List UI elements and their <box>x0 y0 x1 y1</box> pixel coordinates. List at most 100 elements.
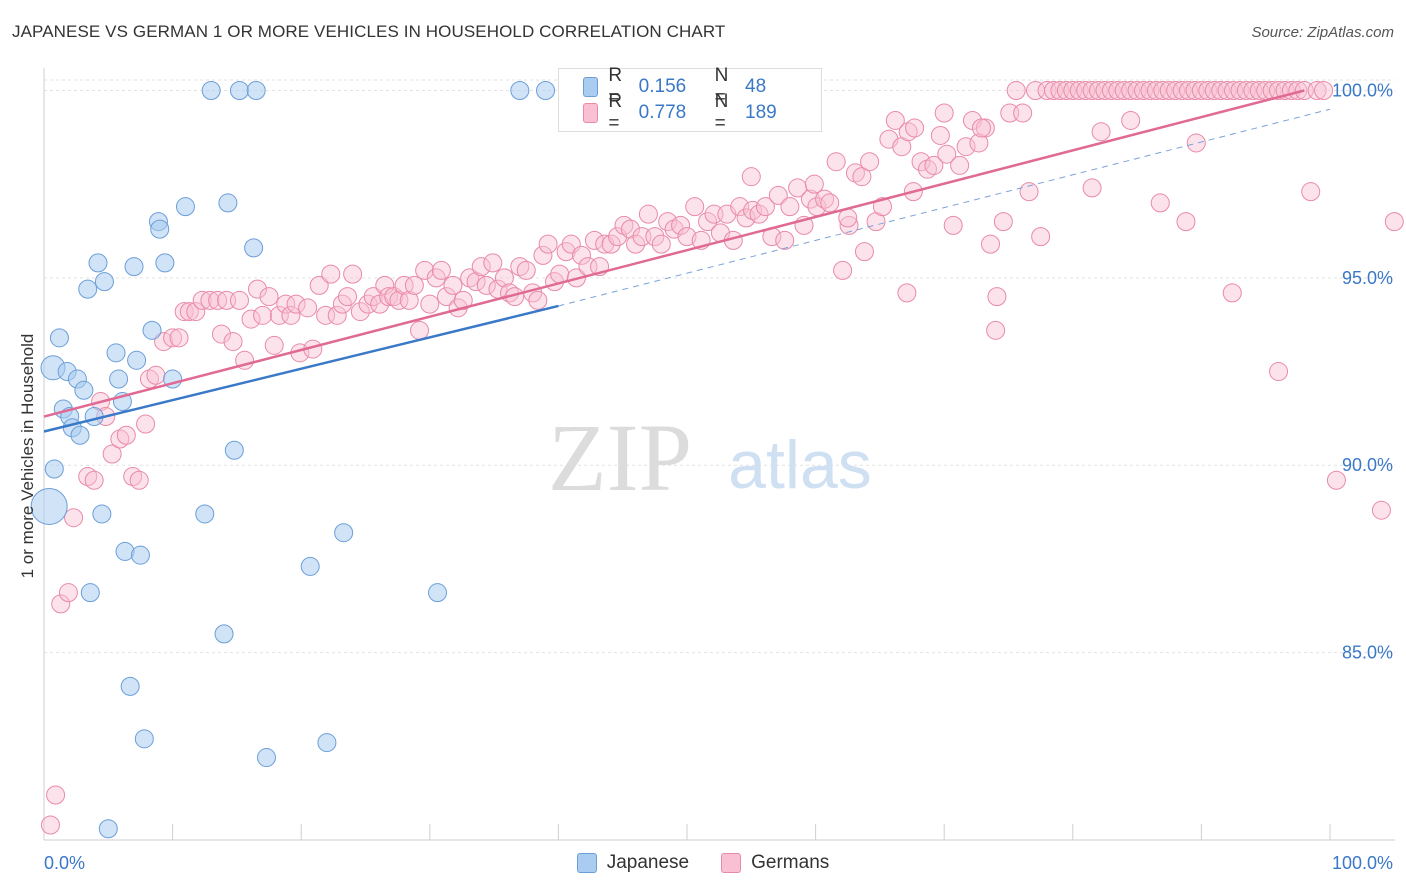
point-germans <box>186 302 206 322</box>
point-japanese <box>30 487 68 525</box>
point-germans <box>854 242 874 262</box>
legend-r-label: R = <box>608 91 623 134</box>
point-japanese <box>175 197 195 217</box>
point-germans <box>337 287 357 307</box>
point-germans <box>1288 80 1308 100</box>
source-label: Source: ZipAtlas.com <box>1251 24 1394 41</box>
trend-lines <box>43 89 1331 433</box>
point-germans <box>839 215 859 235</box>
chart-title: JAPANESE VS GERMAN 1 OR MORE VEHICLES IN… <box>12 22 726 41</box>
point-germans <box>937 144 957 164</box>
point-japanese <box>80 583 100 603</box>
point-japanese <box>317 733 337 753</box>
x-tick-label: 100.0% <box>1332 853 1393 873</box>
point-germans <box>651 234 671 254</box>
point-germans <box>671 215 691 235</box>
point-japanese <box>109 369 129 389</box>
bottom-legend-swatch-germans <box>721 853 742 873</box>
point-germans <box>638 204 658 224</box>
point-germans <box>102 444 122 464</box>
point-japanese <box>130 545 150 565</box>
point-germans <box>174 302 194 322</box>
point-germans <box>743 200 763 220</box>
point-germans <box>677 227 697 247</box>
point-germans <box>775 230 795 250</box>
point-germans <box>286 294 306 314</box>
y-tick-label: 95.0% <box>1342 268 1393 288</box>
point-germans <box>1150 193 1170 213</box>
point-germans <box>516 260 536 280</box>
point-germans <box>309 275 329 295</box>
point-japanese <box>256 748 276 768</box>
legend-n-label: N = <box>714 91 729 134</box>
point-germans <box>730 197 750 217</box>
point-germans <box>363 287 383 307</box>
point-germans <box>350 302 370 322</box>
point-germans <box>971 118 991 138</box>
point-germans <box>253 305 273 325</box>
point-japanese <box>78 279 98 299</box>
point-japanese <box>428 583 448 603</box>
point-germans <box>241 309 261 329</box>
point-germans <box>476 275 496 295</box>
point-japanese <box>44 459 64 479</box>
watermark: ZIP atlas <box>548 404 872 511</box>
point-japanese <box>510 80 530 100</box>
point-germans <box>264 335 284 355</box>
point-germans <box>820 193 840 213</box>
y-tick-label: 90.0% <box>1342 455 1393 475</box>
point-germans <box>404 275 424 295</box>
point-germans <box>510 257 530 277</box>
point-germans <box>110 429 130 449</box>
point-germans <box>269 305 289 325</box>
point-germans <box>40 815 60 835</box>
point-germans <box>780 197 800 217</box>
point-germans <box>163 328 183 348</box>
point-germans <box>466 272 486 292</box>
legend-r-value-germans: 0.778 <box>638 102 687 123</box>
point-germans <box>129 470 149 490</box>
point-germans <box>838 208 858 228</box>
point-germans <box>950 155 970 175</box>
legend-swatch-germans <box>583 103 599 123</box>
point-japanese <box>244 238 264 258</box>
point-germans <box>768 185 788 205</box>
point-japanese <box>70 425 90 445</box>
point-japanese <box>142 320 162 340</box>
point-germans <box>1006 80 1026 100</box>
bottom-legend-germans: Germans <box>721 852 829 874</box>
point-germans <box>399 290 419 310</box>
point-germans <box>281 305 301 325</box>
watermark-zip: ZIP <box>548 404 692 511</box>
bottom-legend-swatch-japanese <box>576 853 597 873</box>
point-germans <box>601 234 621 254</box>
point-germans <box>658 212 678 232</box>
point-japanese <box>92 504 112 524</box>
point-germans <box>872 197 892 217</box>
point-germans <box>1314 80 1334 100</box>
tick-labels: 100.0% 95.0% 90.0% 85.0% 0.0% 100.0% <box>44 80 1393 873</box>
point-germans <box>192 290 212 310</box>
series-japanese <box>30 80 556 839</box>
point-germans <box>136 414 156 434</box>
watermark-atlas: atlas <box>728 427 872 503</box>
point-germans <box>986 320 1006 340</box>
point-germans <box>755 197 775 217</box>
point-germans <box>1031 227 1051 247</box>
point-germans <box>84 470 104 490</box>
point-japanese <box>98 819 118 839</box>
point-germans <box>528 290 548 310</box>
point-germans <box>885 110 905 130</box>
axes <box>43 68 1395 841</box>
point-japanese <box>150 219 170 239</box>
point-japanese <box>88 253 108 273</box>
legend-row-germans: R = 0.778 N = 189 <box>583 91 821 134</box>
legend: R = 0.156 N = 48 R = 0.778 N = 189 <box>558 65 822 134</box>
point-germans <box>645 227 665 247</box>
trend-line-germans <box>43 89 1305 418</box>
x-tick-label: 0.0% <box>44 853 85 873</box>
point-germans <box>1186 133 1206 153</box>
point-germans <box>852 167 872 187</box>
point-germans <box>1091 122 1111 142</box>
